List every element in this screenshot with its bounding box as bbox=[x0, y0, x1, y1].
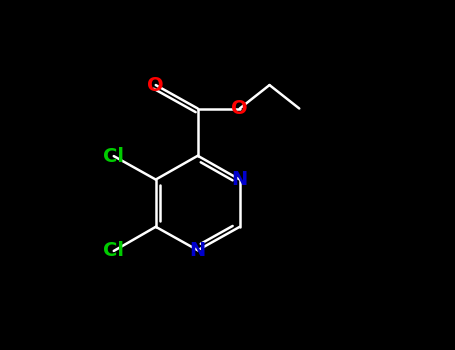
Text: O: O bbox=[147, 76, 164, 94]
Text: O: O bbox=[232, 99, 248, 118]
Text: Cl: Cl bbox=[103, 147, 124, 166]
Text: N: N bbox=[190, 241, 206, 260]
Text: N: N bbox=[232, 170, 248, 189]
Text: Cl: Cl bbox=[103, 241, 124, 260]
